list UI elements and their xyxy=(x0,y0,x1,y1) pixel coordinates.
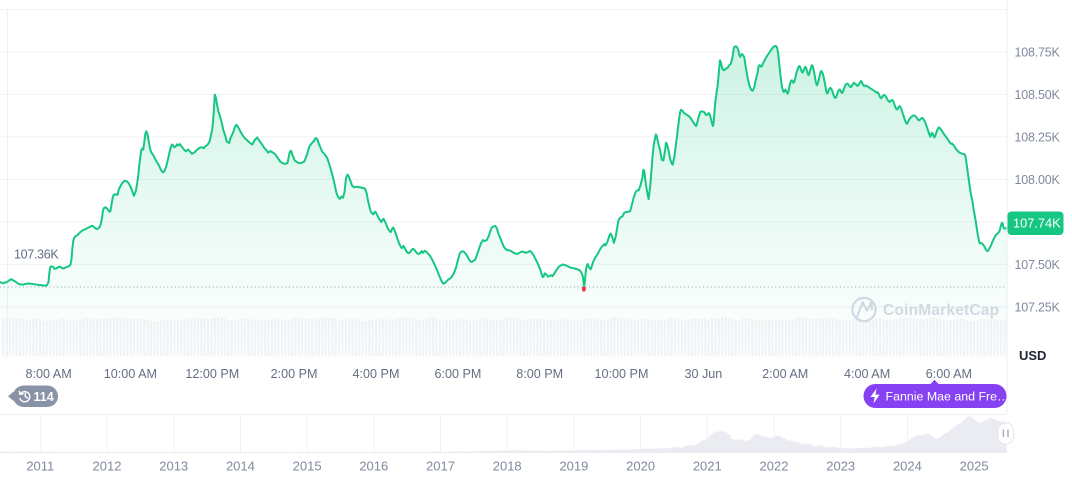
svg-text:2018: 2018 xyxy=(493,459,522,474)
svg-text:10:00 AM: 10:00 AM xyxy=(104,367,157,381)
svg-text:8:00 PM: 8:00 PM xyxy=(516,367,563,381)
svg-text:6:00 PM: 6:00 PM xyxy=(434,367,481,381)
svg-text:2021: 2021 xyxy=(693,459,722,474)
svg-text:12:00 PM: 12:00 PM xyxy=(185,367,239,381)
svg-text:2014: 2014 xyxy=(226,459,255,474)
svg-text:2019: 2019 xyxy=(559,459,588,474)
svg-text:USD: USD xyxy=(1019,348,1046,363)
svg-text:107.36K: 107.36K xyxy=(14,248,59,262)
svg-text:2025: 2025 xyxy=(960,459,989,474)
svg-text:2012: 2012 xyxy=(93,459,122,474)
svg-text:2016: 2016 xyxy=(359,459,388,474)
svg-text:6:00 AM: 6:00 AM xyxy=(926,367,972,381)
svg-text:2:00 PM: 2:00 PM xyxy=(271,367,318,381)
svg-text:108.50K: 108.50K xyxy=(1015,88,1061,102)
svg-text:2011: 2011 xyxy=(26,459,54,474)
svg-text:2022: 2022 xyxy=(760,459,789,474)
svg-text:107.50K: 107.50K xyxy=(1015,258,1061,272)
svg-text:4:00 AM: 4:00 AM xyxy=(844,367,890,381)
svg-text:2015: 2015 xyxy=(293,459,322,474)
svg-text:30 Jun: 30 Jun xyxy=(684,367,722,381)
svg-text:2017: 2017 xyxy=(426,459,455,474)
svg-text:4:00 PM: 4:00 PM xyxy=(353,367,400,381)
svg-text:2023: 2023 xyxy=(826,459,855,474)
svg-text:114: 114 xyxy=(34,390,54,404)
svg-text:2020: 2020 xyxy=(626,459,655,474)
svg-text:108.25K: 108.25K xyxy=(1015,131,1061,145)
svg-text:108.75K: 108.75K xyxy=(1015,46,1061,60)
svg-text:Fannie Mae and Fre…: Fannie Mae and Fre… xyxy=(886,389,1010,403)
svg-text:2024: 2024 xyxy=(893,459,922,474)
svg-text:108.00K: 108.00K xyxy=(1015,173,1061,187)
svg-text:10:00 PM: 10:00 PM xyxy=(595,367,649,381)
svg-text:107.25K: 107.25K xyxy=(1015,301,1061,315)
svg-text:2:00 AM: 2:00 AM xyxy=(762,367,808,381)
svg-text:107.74K: 107.74K xyxy=(1013,215,1061,230)
svg-text:8:00 AM: 8:00 AM xyxy=(25,367,71,381)
svg-text:2013: 2013 xyxy=(159,459,188,474)
